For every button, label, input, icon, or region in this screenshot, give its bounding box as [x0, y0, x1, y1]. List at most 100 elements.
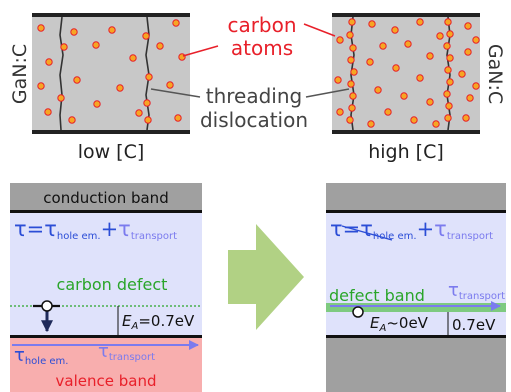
tau-sym: τ [98, 341, 109, 362]
threading-label-line2: dislocation [200, 108, 308, 132]
carbon-atom [349, 44, 357, 52]
carbon-atom [367, 120, 375, 128]
carbon-atom [400, 92, 408, 100]
carbon-atom [73, 76, 81, 84]
carbon-atom [135, 109, 143, 117]
low-carbon-label: low [C] [78, 141, 145, 163]
band-diagram-low: conduction band valence band τ=τhole em.… [10, 183, 202, 392]
carbon-atom [426, 52, 434, 60]
conduction-band-label: conduction band [43, 189, 168, 207]
crystal-bottom-edge [332, 130, 480, 134]
carbon-atom [392, 64, 400, 72]
valence-band-label: valence band [56, 372, 157, 390]
sub-transport: transport [447, 231, 493, 242]
crystal-top-edge [332, 13, 480, 17]
carbon-atom [366, 58, 374, 66]
carbon-atom [384, 108, 392, 116]
ea-sub-a: A [130, 321, 138, 332]
carbon-atom [472, 82, 480, 90]
carbon-atom [444, 114, 452, 122]
gan-c-label-right: GaN:C [484, 44, 506, 104]
carbon-atom [446, 30, 454, 38]
tau-transport-label-high: τtransport [448, 280, 505, 302]
carbon-atom [45, 58, 53, 66]
valence-band-region [326, 337, 506, 392]
carbon-atom [92, 41, 100, 49]
carbon-atom [472, 36, 480, 44]
carbon-atom [174, 114, 182, 122]
carbon-atoms-high [334, 18, 480, 128]
carbon-atom [368, 20, 376, 28]
carbon-atom [143, 99, 151, 107]
sub-hole-em: hole em. [373, 231, 417, 242]
sub-transport: transport [459, 291, 505, 302]
carbon-atom [166, 81, 174, 89]
carbon-atom [57, 94, 65, 102]
high-carbon-label: high [C] [368, 141, 444, 163]
carbon-atom [391, 26, 399, 34]
transition-arrow-icon [228, 224, 304, 330]
carbon-atom [108, 26, 116, 34]
carbon-atoms-label-line2: atoms [231, 36, 293, 60]
high-carbon-crystal [332, 13, 480, 134]
carbon-atoms-label-line1: carbon [227, 13, 296, 37]
carbon-atom [142, 32, 150, 40]
defect-band [326, 303, 506, 312]
carbon-atom [347, 56, 355, 64]
carbon-atom [432, 120, 440, 128]
threading-label-line1: threading [206, 84, 302, 108]
strike-through-hole-em [341, 225, 393, 241]
tau-transport: τ [118, 217, 131, 241]
tau-hole-em-label: τhole em. [14, 345, 68, 367]
tau-equation-high: τ=τhole em.+τtransport [330, 217, 493, 242]
carbon-atom [93, 100, 101, 108]
hole-circle [352, 306, 364, 318]
carbon-atom [347, 80, 355, 88]
bandgap-region [10, 212, 202, 336]
plus-sign: + [101, 217, 119, 241]
sub-hole-em: hole em. [25, 356, 69, 367]
carbon-atom [464, 22, 472, 30]
threading-dislocation-line [59, 16, 64, 131]
threading-callout-line-left [150, 88, 201, 98]
threading-callout-line-right [305, 88, 350, 98]
carbon-atom [70, 28, 78, 36]
carbon-atom [129, 54, 137, 62]
carbon-atom [444, 18, 452, 26]
defect-band-label: defect band [329, 286, 425, 305]
band-diagram-high: τ=τhole em.+τtransport defect band τtran… [326, 183, 506, 392]
tau-total: τ [330, 217, 343, 241]
carbon-atom [445, 102, 453, 110]
carbon-atom [379, 42, 387, 50]
carbon-atom [374, 86, 382, 94]
valence-band-edge [10, 335, 202, 338]
tau-transport: τ [434, 217, 447, 241]
carbon-atom [458, 70, 466, 78]
crystal-top-edge [32, 13, 190, 17]
carbon-atom [336, 36, 344, 44]
sub-transport: transport [109, 352, 155, 363]
carbon-atom [436, 32, 444, 40]
carbon-defect-label: carbon defect [57, 275, 168, 294]
carbon-atom [44, 108, 52, 116]
ea-value: =0.7eV [138, 312, 195, 330]
crystal-body [32, 15, 190, 132]
hole-circle [41, 300, 53, 312]
tau-equation-low: τ=τhole em.+τtransport [14, 217, 177, 242]
gap-value-label: 0.7eV [452, 316, 496, 334]
ea-label-high: EA~0eV [370, 314, 429, 334]
carbon-atom [348, 18, 356, 26]
gan-c-label-left: GaN:C [9, 44, 31, 104]
carbon-atom [404, 40, 412, 48]
carbon-atom [446, 54, 454, 62]
carbon-atom [426, 98, 434, 106]
carbon-atom [464, 48, 472, 56]
carbon-callout-line-right [303, 23, 336, 37]
carbon-atom [416, 74, 424, 82]
carbon-atom [462, 114, 470, 122]
carbon-atom [466, 94, 474, 102]
equals-sign: = [27, 217, 45, 241]
tau-sym: τ [14, 345, 25, 366]
carbon-atom [410, 116, 418, 124]
carbon-atom [446, 78, 454, 86]
